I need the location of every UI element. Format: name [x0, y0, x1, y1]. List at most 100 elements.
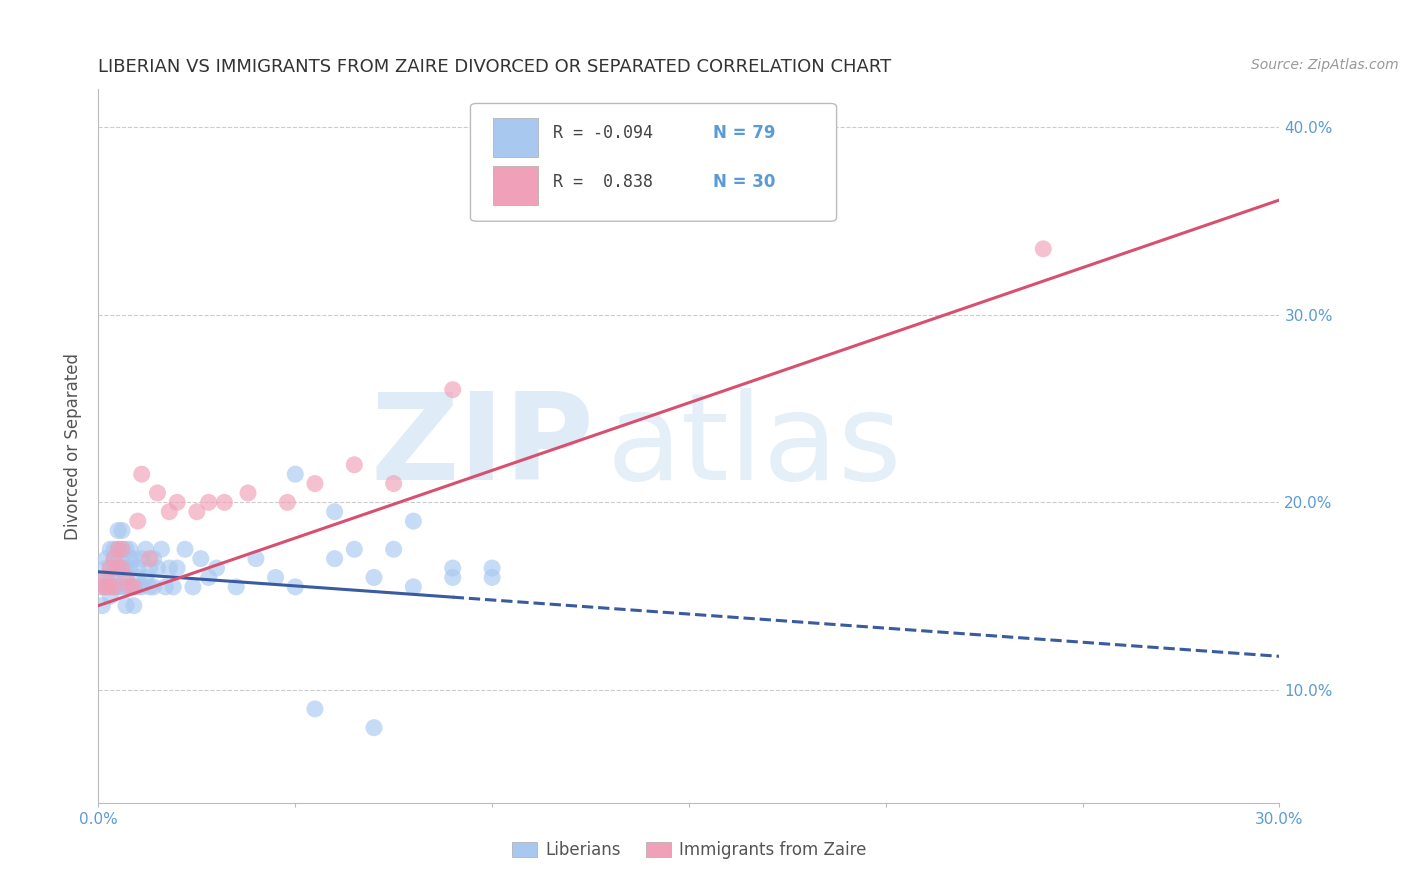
- Point: [111, 561, 134, 575]
- Point: [111, 561, 134, 575]
- Point: [343, 458, 366, 472]
- Point: [150, 542, 173, 557]
- Point: [91, 580, 114, 594]
- Point: [166, 495, 188, 509]
- Point: [236, 486, 259, 500]
- Point: [111, 524, 134, 538]
- Point: [264, 570, 287, 584]
- Point: [127, 561, 149, 575]
- Point: [155, 580, 177, 594]
- Point: [363, 721, 385, 735]
- Point: [127, 570, 149, 584]
- Point: [441, 383, 464, 397]
- Point: [131, 467, 153, 482]
- Point: [323, 551, 346, 566]
- Text: R =  0.838: R = 0.838: [553, 173, 654, 191]
- Text: N = 79: N = 79: [713, 125, 775, 143]
- Point: [135, 570, 157, 584]
- Point: [382, 476, 405, 491]
- Point: [111, 542, 134, 557]
- Point: [304, 702, 326, 716]
- Text: Source: ZipAtlas.com: Source: ZipAtlas.com: [1251, 58, 1399, 72]
- Point: [127, 580, 149, 594]
- Point: [138, 561, 160, 575]
- Point: [98, 580, 121, 594]
- Text: ZIP: ZIP: [371, 387, 595, 505]
- Point: [174, 542, 197, 557]
- Point: [107, 580, 129, 594]
- Point: [115, 599, 138, 613]
- Point: [162, 580, 184, 594]
- Point: [103, 570, 125, 584]
- Point: [96, 551, 118, 566]
- Point: [323, 505, 346, 519]
- Point: [245, 551, 267, 566]
- Point: [382, 542, 405, 557]
- Point: [96, 580, 118, 594]
- Point: [107, 542, 129, 557]
- Bar: [494, 118, 537, 157]
- Point: [186, 505, 208, 519]
- Text: R = -0.094: R = -0.094: [553, 125, 654, 143]
- Point: [96, 570, 118, 584]
- Point: [363, 570, 385, 584]
- Point: [115, 570, 138, 584]
- Point: [111, 580, 134, 594]
- Point: [118, 542, 141, 557]
- Point: [115, 570, 138, 584]
- Point: [98, 580, 121, 594]
- Point: [225, 580, 247, 594]
- Point: [118, 551, 141, 566]
- Point: [115, 580, 138, 594]
- Point: [197, 495, 219, 509]
- Point: [441, 570, 464, 584]
- Point: [107, 580, 129, 594]
- Point: [96, 580, 118, 594]
- Point: [103, 580, 125, 594]
- Point: [107, 561, 129, 575]
- Point: [1032, 242, 1054, 256]
- Point: [122, 580, 145, 594]
- Point: [91, 580, 114, 594]
- Point: [96, 561, 118, 575]
- Point: [118, 561, 141, 575]
- Point: [304, 476, 326, 491]
- Point: [98, 589, 121, 603]
- Point: [111, 542, 134, 557]
- Point: [122, 599, 145, 613]
- Point: [284, 580, 307, 594]
- Point: [131, 580, 153, 594]
- Point: [111, 551, 134, 566]
- Point: [127, 514, 149, 528]
- Point: [103, 542, 125, 557]
- Point: [98, 561, 121, 575]
- Text: atlas: atlas: [606, 387, 901, 505]
- Point: [142, 580, 165, 594]
- Point: [118, 580, 141, 594]
- Point: [118, 580, 141, 594]
- Point: [481, 570, 503, 584]
- Point: [441, 561, 464, 575]
- Point: [107, 542, 129, 557]
- Point: [103, 551, 125, 566]
- Point: [142, 551, 165, 566]
- Point: [107, 524, 129, 538]
- Point: [157, 561, 180, 575]
- Point: [91, 599, 114, 613]
- Y-axis label: Divorced or Separated: Divorced or Separated: [65, 352, 83, 540]
- Point: [107, 561, 129, 575]
- FancyBboxPatch shape: [471, 103, 837, 221]
- Point: [402, 580, 425, 594]
- Text: LIBERIAN VS IMMIGRANTS FROM ZAIRE DIVORCED OR SEPARATED CORRELATION CHART: LIBERIAN VS IMMIGRANTS FROM ZAIRE DIVORC…: [98, 58, 891, 76]
- Point: [343, 542, 366, 557]
- Point: [146, 561, 169, 575]
- Text: N = 30: N = 30: [713, 173, 775, 191]
- Point: [402, 514, 425, 528]
- Point: [205, 561, 228, 575]
- Point: [122, 580, 145, 594]
- Point: [146, 486, 169, 500]
- Point: [481, 561, 503, 575]
- Point: [131, 551, 153, 566]
- Point: [115, 561, 138, 575]
- Point: [98, 570, 121, 584]
